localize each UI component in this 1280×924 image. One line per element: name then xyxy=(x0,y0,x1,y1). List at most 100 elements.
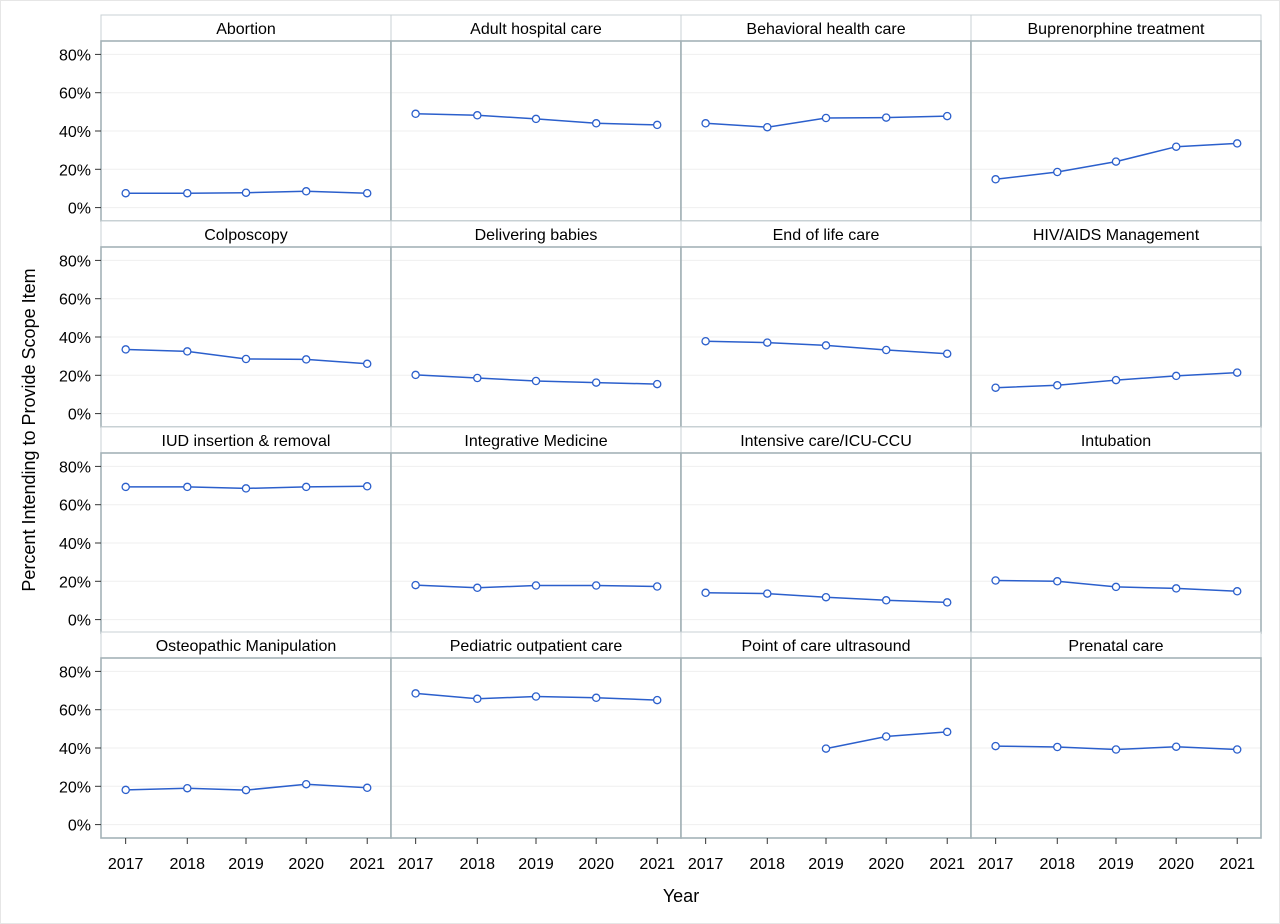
y-tick-label: 0% xyxy=(68,818,91,835)
data-point xyxy=(1232,368,1242,377)
data-point xyxy=(881,345,891,355)
data-point xyxy=(531,376,541,386)
data-point xyxy=(991,383,1000,392)
panel-title: Intensive care/ICU-CCU xyxy=(740,433,912,450)
panel-title: Delivering babies xyxy=(475,227,598,244)
data-point xyxy=(411,689,420,698)
data-point xyxy=(763,589,772,598)
data-point xyxy=(531,581,541,590)
panel: Intensive care/ICU-CCU xyxy=(680,426,972,634)
data-point xyxy=(1171,142,1181,151)
panel: IUD insertion & removal 0% 20% 40% 60% 80% xyxy=(59,426,392,634)
data-point xyxy=(881,113,891,122)
panel-title: Prenatal care xyxy=(1068,638,1163,655)
data-point xyxy=(473,583,482,593)
panel: Delivering babies xyxy=(390,220,682,428)
panel-title: IUD insertion & removal xyxy=(162,433,331,450)
x-tick-label: 2017 xyxy=(978,856,1014,873)
data-point xyxy=(1111,582,1121,592)
panel-strip xyxy=(100,426,392,454)
y-tick-label: 40% xyxy=(59,536,91,553)
data-point xyxy=(991,175,1000,184)
x-tick-label: 2020 xyxy=(868,856,904,873)
x-axis-title: Year xyxy=(663,886,699,906)
data-point xyxy=(942,727,952,737)
panel: Prenatal care 2017 2018 2019 2020 2021 xyxy=(970,631,1262,873)
data-point xyxy=(1232,139,1242,148)
data-point xyxy=(991,576,1000,585)
data-point xyxy=(241,484,251,493)
panel-strip xyxy=(680,426,972,454)
data-point xyxy=(991,741,1000,751)
y-tick-label: 40% xyxy=(59,124,91,141)
data-point xyxy=(881,596,891,605)
data-point xyxy=(362,783,372,793)
panel-strip xyxy=(100,220,392,248)
y-tick-label: 40% xyxy=(59,330,91,347)
data-point xyxy=(121,482,130,492)
x-tick-label: 2021 xyxy=(929,856,965,873)
panel: Integrative Medicine xyxy=(390,426,682,634)
data-point xyxy=(881,732,891,741)
data-point xyxy=(183,188,192,198)
data-point xyxy=(183,347,192,356)
panel-strip xyxy=(390,426,682,454)
panel: Osteopathic Manipulation 0% 20% 40% 60% 80% 20… xyxy=(59,631,392,873)
data-point xyxy=(652,582,662,591)
data-point xyxy=(942,598,952,607)
data-point xyxy=(121,188,130,198)
data-point xyxy=(652,379,662,389)
x-tick-label: 2021 xyxy=(1219,856,1255,873)
data-point xyxy=(591,119,601,128)
panel-strip xyxy=(100,14,392,42)
panel: Behavioral health care xyxy=(680,14,972,222)
x-tick-label: 2019 xyxy=(518,856,554,873)
y-tick-label: 60% xyxy=(59,498,91,515)
panel: Pediatric outpatient care 2017 2018 2019 202… xyxy=(390,631,682,873)
x-tick-label: 2021 xyxy=(349,856,385,873)
data-point xyxy=(701,119,710,128)
x-tick-label: 2020 xyxy=(288,856,324,873)
data-point xyxy=(591,378,601,387)
data-point xyxy=(362,482,372,491)
data-point xyxy=(701,336,710,346)
data-point xyxy=(241,188,251,197)
panel-title: Abortion xyxy=(216,21,276,38)
panel-strip xyxy=(680,220,972,248)
data-point xyxy=(301,482,311,492)
data-point xyxy=(1111,375,1121,385)
data-point xyxy=(473,111,482,120)
panel-title: Adult hospital care xyxy=(470,21,602,38)
y-tick-label: 20% xyxy=(59,368,91,385)
data-point xyxy=(942,111,952,121)
data-point xyxy=(301,779,311,789)
data-point xyxy=(1053,381,1062,390)
data-point xyxy=(1111,157,1121,166)
panels-layer: Abortion 0% 20% 40% 60% 80% Adult hospital car… xyxy=(59,14,1262,873)
y-tick-label: 20% xyxy=(59,162,91,179)
x-tick-label: 2018 xyxy=(459,856,495,873)
data-point xyxy=(942,349,952,358)
data-point xyxy=(821,113,831,123)
panel-title: Pediatric outpatient care xyxy=(450,638,623,655)
y-tick-label: 80% xyxy=(59,664,91,681)
panel-title: Integrative Medicine xyxy=(464,433,607,450)
data-point xyxy=(1171,584,1181,593)
data-point xyxy=(362,359,372,369)
y-tick-label: 0% xyxy=(68,407,91,424)
data-point xyxy=(763,338,772,347)
data-point xyxy=(591,581,601,590)
panel-title: Colposcopy xyxy=(204,227,288,244)
panel: Point of care ultrasound 2017 2018 2019 2020… xyxy=(680,631,972,873)
y-tick-label: 40% xyxy=(59,741,91,758)
panel-strip xyxy=(390,14,682,42)
data-point xyxy=(591,693,601,703)
x-tick-label: 2018 xyxy=(169,856,205,873)
data-point xyxy=(821,744,831,753)
x-tick-label: 2018 xyxy=(1039,856,1075,873)
y-tick-label: 20% xyxy=(59,779,91,796)
y-tick-label: 60% xyxy=(59,703,91,720)
panel-strip xyxy=(680,631,972,659)
panel-title: Buprenorphine treatment xyxy=(1028,21,1206,38)
